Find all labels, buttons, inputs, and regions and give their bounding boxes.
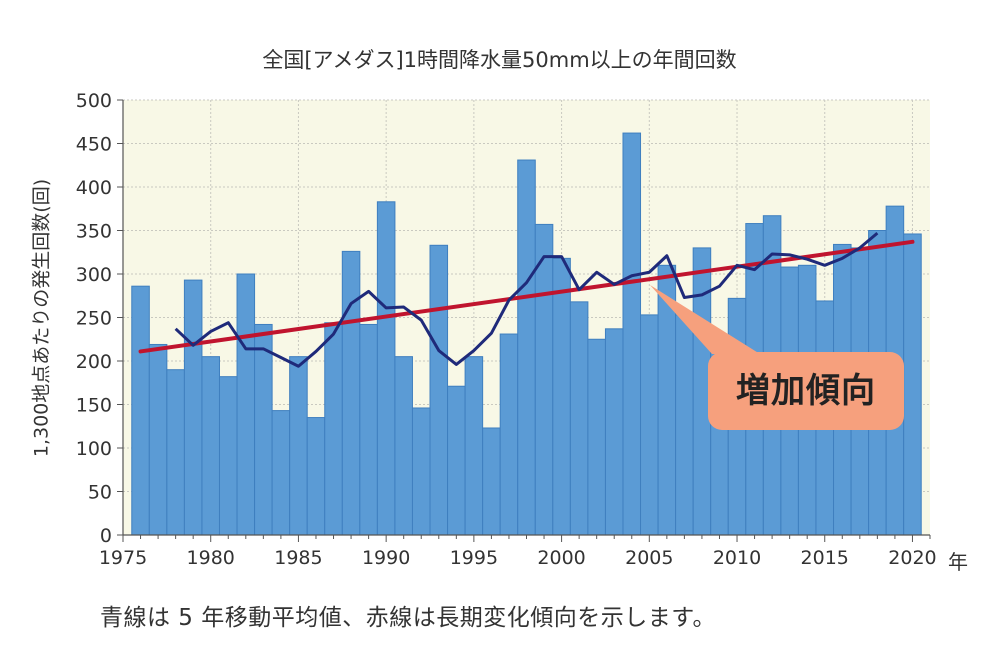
bar bbox=[394, 356, 413, 536]
annotation-pointer bbox=[650, 285, 760, 354]
bar bbox=[429, 244, 449, 536]
annotation-callout: 増加傾向 bbox=[708, 352, 904, 430]
chart-caption: 青線は 5 年移動平均値、赤線は長期変化傾向を示します。 bbox=[100, 605, 716, 631]
y-tick-label: 250 bbox=[76, 308, 112, 330]
bar bbox=[534, 223, 554, 536]
bar bbox=[464, 356, 484, 536]
bar bbox=[552, 257, 571, 536]
bar bbox=[517, 159, 536, 536]
y-tick-label: 200 bbox=[76, 351, 112, 373]
bar bbox=[587, 338, 606, 536]
x-tick-label: 1990 bbox=[362, 547, 410, 569]
chart-title: 全国[アメダス]1時間降水量50mm以上の年間回数 bbox=[262, 48, 737, 72]
bar bbox=[604, 328, 624, 536]
y-tick-label: 300 bbox=[76, 264, 112, 286]
bar bbox=[218, 376, 238, 536]
x-tick-label: 2010 bbox=[713, 547, 761, 569]
bar bbox=[131, 285, 150, 536]
bar bbox=[254, 323, 273, 536]
bar bbox=[675, 314, 694, 536]
bar bbox=[903, 233, 922, 536]
bar bbox=[236, 273, 256, 536]
x-tick-label: 1975 bbox=[99, 547, 147, 569]
y-tick-label: 0 bbox=[100, 525, 112, 547]
bar bbox=[622, 132, 642, 536]
bar bbox=[482, 427, 501, 536]
x-tick-label: 1985 bbox=[274, 547, 322, 569]
bar bbox=[289, 356, 308, 536]
x-tick-label: 2005 bbox=[625, 547, 673, 569]
bar bbox=[201, 356, 220, 536]
bar bbox=[376, 201, 396, 536]
bar bbox=[341, 250, 361, 536]
y-tick-label: 450 bbox=[76, 134, 112, 156]
moving-average-line bbox=[174, 231, 879, 368]
x-tick-label: 1995 bbox=[450, 547, 498, 569]
bar bbox=[499, 333, 519, 536]
x-axis-unit: 年 bbox=[948, 550, 968, 574]
bar bbox=[166, 369, 185, 536]
bar bbox=[183, 279, 203, 536]
bar bbox=[640, 314, 659, 536]
annotation-text: 増加傾向 bbox=[736, 371, 876, 411]
y-tick-label: 150 bbox=[76, 395, 112, 417]
bar bbox=[359, 323, 378, 536]
y-tick-label: 400 bbox=[76, 177, 112, 199]
y-tick-label: 350 bbox=[76, 221, 112, 243]
y-tick-label: 100 bbox=[76, 438, 112, 460]
bar bbox=[324, 322, 343, 536]
bar bbox=[306, 417, 326, 536]
x-tick-label: 2015 bbox=[801, 547, 849, 569]
trend-line bbox=[138, 239, 915, 354]
bar bbox=[569, 301, 589, 536]
bar bbox=[148, 343, 168, 536]
y-tick-label: 50 bbox=[88, 482, 112, 504]
x-tick-label: 1980 bbox=[187, 547, 235, 569]
x-tick-label: 2000 bbox=[537, 547, 585, 569]
bar bbox=[271, 410, 291, 536]
bar bbox=[411, 407, 431, 536]
bar bbox=[447, 385, 466, 536]
y-tick-label: 500 bbox=[76, 90, 112, 112]
x-tick-label: 2020 bbox=[888, 547, 936, 569]
